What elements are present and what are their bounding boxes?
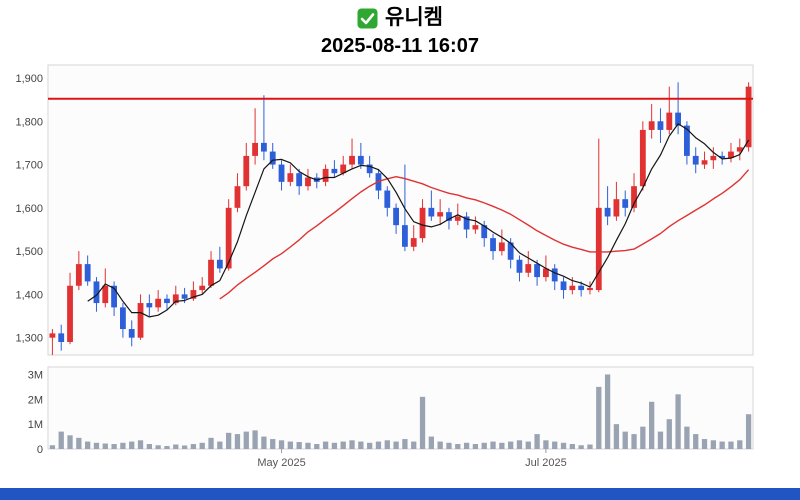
svg-text:May 2025: May 2025 [257, 457, 305, 469]
title-row: 유니켐 [0, 5, 800, 31]
svg-text:3M: 3M [28, 369, 43, 381]
check-mark-icon [357, 8, 378, 29]
svg-text:Jul 2025: Jul 2025 [525, 457, 567, 469]
svg-text:2M: 2M [28, 394, 43, 406]
stock-name: 유니켐 [385, 6, 443, 29]
svg-text:1,700: 1,700 [15, 160, 43, 172]
svg-text:1,900: 1,900 [15, 73, 43, 85]
svg-text:1,500: 1,500 [15, 246, 43, 258]
price-chart: 1,300 1,400 1,500 1,600 1,700 1,800 1,900 [15, 64, 754, 356]
svg-text:1,600: 1,600 [15, 203, 43, 215]
svg-text:1M: 1M [28, 419, 43, 431]
svg-text:1,400: 1,400 [15, 289, 43, 301]
footer-bar [0, 488, 800, 500]
chart-header: 유니켐 2025-08-11 16:07 [0, 0, 800, 59]
svg-text:0: 0 [37, 444, 43, 456]
check-icon-box [357, 8, 378, 28]
timestamp: 2025-08-11 16:07 [321, 35, 479, 57]
volume-chart: 0 1M 2M 3M May 2025 Jul 2025 [28, 366, 754, 469]
svg-text:1,800: 1,800 [15, 116, 43, 128]
svg-text:1,300: 1,300 [15, 333, 43, 345]
